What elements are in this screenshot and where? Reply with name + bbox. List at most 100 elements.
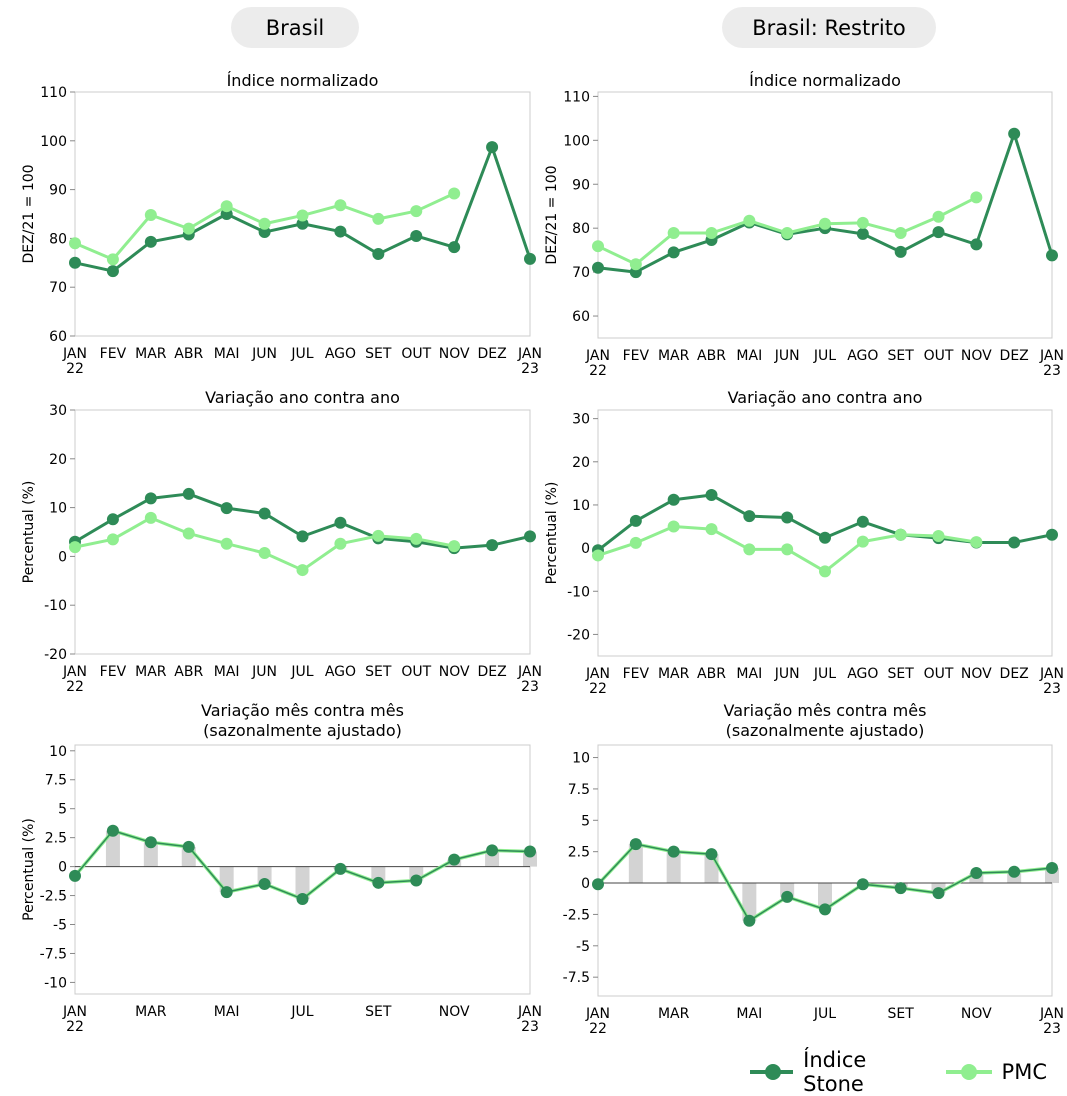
x-tick-label: JAN 22 [62, 346, 87, 377]
x-tick-label: JUN [251, 664, 277, 680]
data-point-stone [486, 539, 499, 552]
y-tick-label: 7.5 [45, 773, 67, 789]
y-tick-label: 10 [49, 744, 67, 760]
legend-item-stone: Índice Stone [750, 1048, 926, 1096]
data-point-stone [743, 510, 756, 523]
x-tick-label: MAI [214, 1004, 240, 1020]
data-point-stone [144, 836, 157, 849]
data-point-pmc [856, 535, 869, 548]
y-tick-label: 10 [572, 751, 590, 767]
data-point-stone [592, 878, 604, 891]
x-tick-label: NOV [961, 348, 992, 364]
data-point-pmc [894, 528, 907, 541]
x-tick-label: MAR [658, 666, 690, 682]
data-point-pmc [743, 543, 756, 556]
data-point-pmc [705, 523, 718, 536]
data-point-pmc [819, 565, 831, 578]
y-tick-label: -5 [53, 918, 67, 934]
series-line-stone [597, 132, 1054, 274]
x-tick-label: JUL [290, 1004, 313, 1020]
data-point-stone [781, 890, 794, 903]
y-tick-label: 10 [49, 501, 67, 517]
y-tick-label: 90 [572, 177, 590, 193]
data-point-stone [69, 869, 81, 882]
y-tick-label: 2.5 [45, 831, 67, 847]
y-tick-label: -10 [44, 598, 67, 614]
data-point-pmc [629, 536, 642, 549]
chart-title: Índice normalizado [227, 71, 379, 90]
data-point-stone [296, 893, 309, 906]
data-point-stone [410, 229, 423, 242]
x-tick-label: FEV [100, 664, 127, 680]
y-tick-label: 60 [572, 309, 590, 325]
x-tick-label: MAI [736, 1006, 762, 1022]
x-tick-label: JAN 22 [585, 348, 610, 379]
y-axis-label: Percentual (%) [21, 818, 37, 921]
data-point-pmc [856, 216, 869, 229]
x-tick-label: OUT [924, 666, 954, 682]
x-tick-label: JUL [290, 346, 313, 362]
y-axis-label: DEZ/21 = 100 [21, 164, 37, 263]
data-point-pmc [705, 227, 718, 240]
x-tick-label: JAN 22 [585, 1006, 610, 1037]
y-tick-label: 110 [563, 89, 590, 105]
data-point-stone [894, 245, 907, 258]
legend-swatch-pmc [945, 1064, 992, 1080]
data-point-pmc [448, 540, 461, 553]
x-tick-label: NOV [961, 666, 992, 682]
data-point-stone [819, 531, 831, 544]
legend-swatch-stone [750, 1064, 794, 1080]
chart-brasil-mom: Variação mês contra mês (sazonalmente aju… [21, 701, 542, 1035]
data-point-stone [524, 845, 536, 858]
chart-brasil-yoy: Variação ano contra ano -20 -10 0 10 20 30 Perc… [21, 388, 542, 695]
y-tick-label: 90 [49, 183, 67, 199]
data-point-pmc [970, 536, 983, 549]
data-point-stone [932, 226, 945, 239]
data-point-pmc [781, 227, 794, 240]
data-point-pmc [667, 227, 680, 240]
x-tick-label: DEZ [1000, 666, 1029, 682]
x-tick-label: JUN [251, 346, 277, 362]
data-point-stone [667, 493, 680, 506]
data-point-stone [182, 840, 195, 853]
x-tick-label: ABR [174, 346, 203, 362]
data-point-stone [894, 882, 907, 895]
data-point-pmc [69, 237, 81, 250]
data-point-stone [524, 530, 536, 543]
data-point-pmc [819, 217, 831, 230]
data-point-pmc [144, 208, 157, 221]
bar [666, 851, 681, 884]
data-point-stone [667, 246, 680, 259]
x-tick-label: MAI [736, 666, 762, 682]
data-point-stone [486, 844, 499, 857]
data-point-stone [524, 252, 536, 265]
y-tick-label: 80 [49, 231, 67, 247]
data-point-pmc [629, 258, 642, 271]
plot-frame [597, 91, 1053, 339]
data-point-stone [1008, 865, 1021, 878]
data-point-pmc [410, 532, 423, 545]
data-point-pmc [182, 222, 195, 235]
data-point-pmc [970, 191, 983, 204]
x-tick-label: SET [888, 348, 915, 364]
data-point-stone [743, 914, 756, 927]
data-point-stone [629, 838, 642, 851]
data-point-pmc [334, 199, 347, 212]
data-point-stone [629, 514, 642, 527]
data-point-stone [296, 530, 309, 543]
y-tick-label: 100 [563, 133, 590, 149]
data-point-stone [334, 225, 347, 238]
chart-title: Índice normalizado [749, 71, 901, 90]
bar [143, 842, 158, 867]
panel-title-restrito: Brasil: Restrito [722, 7, 936, 48]
bar [295, 866, 310, 900]
y-tick-label: 5 [58, 802, 67, 818]
bar [628, 844, 643, 884]
x-tick-label: JUL [813, 348, 836, 364]
data-point-stone [144, 492, 157, 505]
data-point-pmc [258, 217, 271, 230]
data-point-stone [258, 507, 271, 520]
data-point-pmc [372, 529, 385, 542]
data-point-pmc [592, 240, 604, 253]
series-line-pmc [74, 516, 455, 572]
